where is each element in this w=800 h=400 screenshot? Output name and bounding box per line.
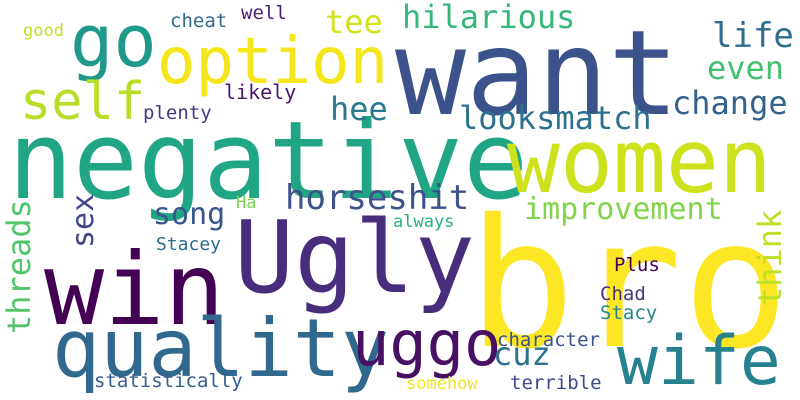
word-threads: threads [0,199,38,334]
word-ha: Ha [236,193,257,213]
word-want: want [395,4,680,142]
word-ugly: Ugly [234,199,475,316]
word-stacy: Stacy [600,302,658,324]
word-always: always [393,212,455,232]
word-stacey: Stacey [156,234,222,255]
word-plus: Plus [614,254,660,276]
word-character: character [497,329,600,351]
word-improvement: improvement [524,192,723,227]
word-quality: quality [52,302,390,395]
word-terrible: terrible [510,372,602,394]
word-bro: bro [468,181,790,388]
word-chad: Chad [600,283,646,305]
word-negative: negative [8,99,529,224]
word-looksmatch: looksmatch [459,99,652,137]
word-option: option [157,25,389,99]
word-self: self [20,72,146,132]
word-hee: hee [330,90,388,128]
word-think[interactable]: think [751,209,789,306]
word-song: song [153,197,226,232]
word-likely: likely [224,80,297,104]
word-even: even [707,49,785,87]
word-uggo: uggo [352,307,502,380]
word-cuz: cuz [493,335,551,373]
word-wife: wife [617,322,781,400]
word-good: good [23,21,64,41]
word-life: life [712,16,794,56]
word-change: change [672,84,788,122]
word-horseshit: horseshit [285,178,470,218]
word-statistically: statistically [94,370,243,392]
word-somehow: somehow [406,374,478,394]
word-tee: tee [325,3,383,41]
word-win: win [44,231,225,348]
word-go: go [70,0,157,83]
word-hilarious: hilarious [402,0,576,36]
word-well: well [241,2,287,24]
word-women: women [507,110,772,213]
word-plenty: plenty [143,102,212,124]
word-sex: sex [66,193,101,248]
word-cheat: cheat [170,10,228,32]
